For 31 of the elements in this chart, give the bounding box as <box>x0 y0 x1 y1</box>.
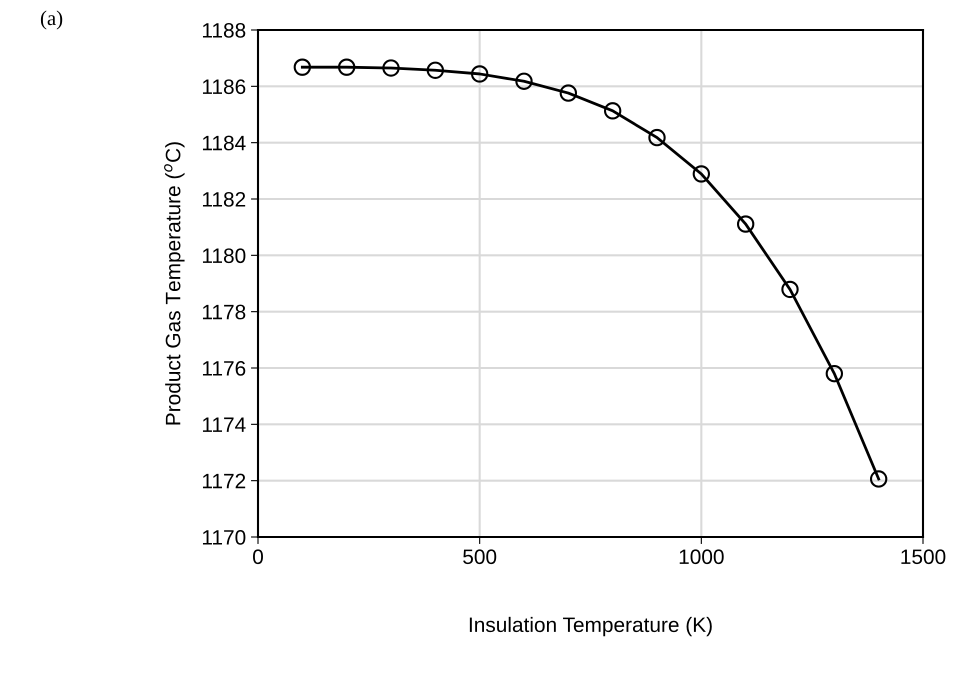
point <box>515 72 533 90</box>
y-axis-title: Product Gas Temperature ($^{o}$C) <box>164 142 185 424</box>
x-tick-label: 1500 <box>901 549 946 564</box>
x-tick-label: 1000 <box>680 549 724 564</box>
point <box>870 470 888 488</box>
point <box>736 215 754 233</box>
x-axis-title: Insulation Temperature (K) <box>470 616 712 636</box>
y-tick-label: 1184 <box>202 136 246 150</box>
x-tick-label: 500 <box>463 549 496 564</box>
point <box>382 59 400 77</box>
y-tick-label: 1182 <box>202 192 246 207</box>
point <box>826 364 844 382</box>
y-tick-label: 1176 <box>202 361 246 376</box>
y-tick-label: 1186 <box>202 79 246 94</box>
point <box>560 84 578 102</box>
point <box>426 62 444 79</box>
point <box>604 102 622 120</box>
y-tick-label: 1180 <box>202 248 246 264</box>
point <box>692 165 710 183</box>
y-tick-label: 1170 <box>202 530 246 545</box>
point <box>648 128 666 146</box>
y-tick-label: 1174 <box>202 418 246 432</box>
point <box>338 58 356 76</box>
x-tick-label: 0 <box>253 549 263 564</box>
y-tick-label: 1172 <box>202 474 246 488</box>
y-tick-label: 1188 <box>202 23 246 38</box>
point <box>294 58 312 76</box>
point <box>781 280 799 298</box>
text: (a) <box>40 10 62 30</box>
y-tick-label: 1178 <box>202 304 246 320</box>
point <box>470 65 488 83</box>
